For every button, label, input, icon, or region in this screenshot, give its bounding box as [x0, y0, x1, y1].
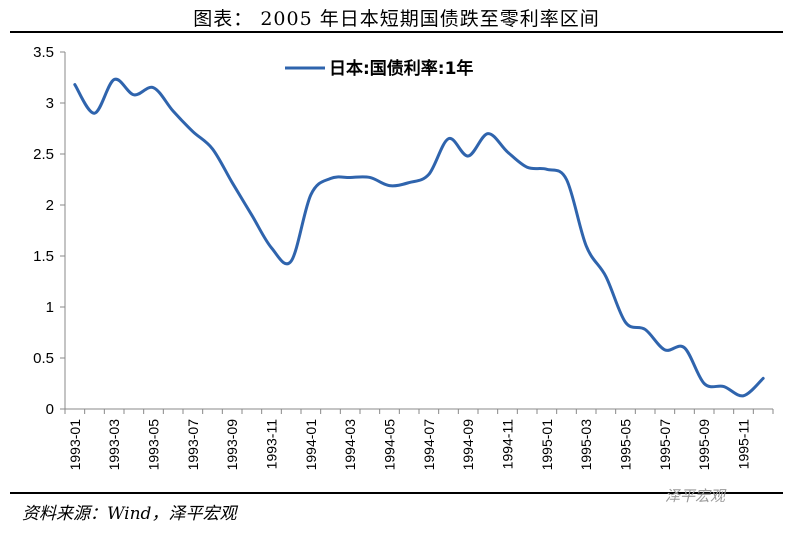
x-tick-label: 1995-09 [696, 419, 712, 471]
series-line [73, 77, 765, 398]
watermark: 泽平宏观 [665, 487, 726, 505]
x-tick-label: 1995-07 [657, 419, 673, 471]
top-rule [10, 31, 783, 33]
y-tick-label: 3 [46, 95, 54, 112]
x-tick-label: 1993-03 [106, 419, 122, 471]
x-axis-ticks: 1993-01 1993-03 1993-05 1993-07 1993-09 1993-… [64, 409, 774, 471]
legend: 日本:国债利率:1年 [285, 58, 473, 79]
y-tick-label: 3.5 [33, 44, 54, 61]
x-tick-label: 1993-09 [224, 419, 240, 471]
x-tick-label: 1993-07 [185, 419, 201, 471]
y-tick-label: 0.5 [33, 350, 54, 367]
x-tick-label: 1995-05 [618, 419, 634, 471]
x-tick-label: 1994-09 [460, 419, 476, 471]
x-tick-label: 1994-05 [382, 419, 398, 471]
chart-title: 图表： 2005 年日本短期国债跌至零利率区间 [193, 8, 600, 30]
y-axis-ticks: 0 0.5 1 1.5 2 2.5 3 3.5 [33, 44, 65, 418]
y-tick-label: 2.5 [33, 146, 54, 163]
x-tick-label: 1994-03 [342, 419, 358, 471]
x-tick-label: 1993-05 [146, 419, 162, 471]
y-tick-label: 0 [46, 401, 54, 418]
x-tick-label: 1993-01 [67, 419, 83, 471]
y-tick-label: 2 [46, 197, 54, 214]
y-tick-label: 1 [46, 299, 54, 316]
bottom-rule [10, 492, 783, 494]
source-note: 资料来源：Wind，泽平宏观 [22, 504, 237, 524]
legend-label: 日本:国债利率:1年 [329, 58, 473, 79]
series-layer [73, 77, 765, 398]
x-tick-label: 1995-11 [736, 419, 752, 470]
x-tick-label: 1995-03 [578, 419, 594, 471]
y-tick-label: 1.5 [33, 248, 54, 265]
axes [64, 52, 773, 410]
x-tick-label: 1994-11 [500, 419, 516, 470]
x-tick-label: 1994-01 [303, 419, 319, 471]
x-tick-label: 1993-11 [264, 419, 280, 470]
x-tick-label: 1994-07 [421, 419, 437, 471]
x-tick-label: 1995-01 [539, 419, 555, 471]
